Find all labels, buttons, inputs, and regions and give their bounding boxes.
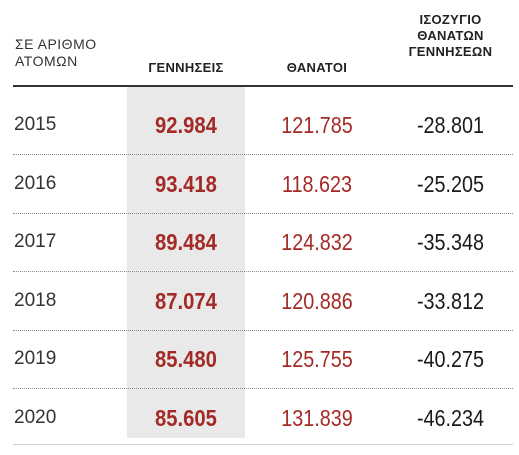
row-divider (13, 388, 513, 389)
row-births: 93.418 (155, 171, 217, 197)
header-balance: ΙΣΟΖΥΓΙΟ ΘΑΝΑΤΩΝ ΓΕΝΝΗΣΕΩΝ (388, 12, 513, 60)
row-deaths: 118.623 (281, 171, 353, 197)
row-divider (13, 154, 513, 155)
row-deaths: 125.755 (281, 346, 353, 372)
row-balance: -28.801 (416, 112, 485, 138)
header-births: ΓΕΝΝΗΣΕΙΣ (127, 60, 245, 76)
row-year: 2020 (14, 407, 57, 428)
header-deaths-line-1: ΘΑΝΑΤΟΙ (286, 60, 348, 75)
header-balance-line-1: ΙΣΟΖΥΓΙΟ (419, 12, 482, 27)
header-rule (13, 85, 513, 87)
row-divider (13, 271, 513, 272)
row-divider (13, 330, 513, 331)
births-column-highlight (127, 85, 245, 438)
row-balance: -35.348 (416, 229, 485, 255)
bottom-rule (13, 444, 513, 445)
header-deaths: ΘΑΝΑΤΟΙ (258, 60, 376, 76)
header-births-line-1: ΓΕΝΝΗΣΕΙΣ (148, 60, 224, 75)
unit-label: ΣΕ ΑΡΙΘΜΟ ΑΤΟΜΩΝ (15, 36, 97, 70)
row-balance: -25.205 (416, 171, 485, 197)
row-balance: -40.275 (416, 346, 485, 372)
row-deaths: 131.839 (281, 405, 353, 431)
row-year: 2017 (14, 231, 57, 252)
row-divider (13, 213, 513, 214)
row-year: 2019 (14, 348, 57, 369)
row-year: 2015 (14, 114, 57, 135)
header-balance-line-3: ΓΕΝΝΗΣΕΩΝ (408, 44, 493, 59)
row-year: 2016 (14, 173, 57, 194)
row-year: 2018 (14, 290, 57, 311)
row-deaths: 121.785 (281, 112, 353, 138)
unit-label-line-1: ΣΕ ΑΡΙΘΜΟ (15, 36, 97, 52)
row-deaths: 124.832 (281, 229, 353, 255)
row-births: 92.984 (155, 112, 217, 138)
row-births: 87.074 (155, 288, 217, 314)
row-births: 85.480 (155, 346, 217, 372)
row-births: 85.605 (155, 405, 217, 431)
row-balance: -46.234 (416, 405, 485, 431)
row-deaths: 120.886 (281, 288, 353, 314)
row-balance: -33.812 (416, 288, 485, 314)
unit-label-line-2: ΑΤΟΜΩΝ (15, 53, 78, 69)
row-births: 89.484 (155, 229, 217, 255)
header-balance-line-2: ΘΑΝΑΤΩΝ (417, 28, 484, 43)
